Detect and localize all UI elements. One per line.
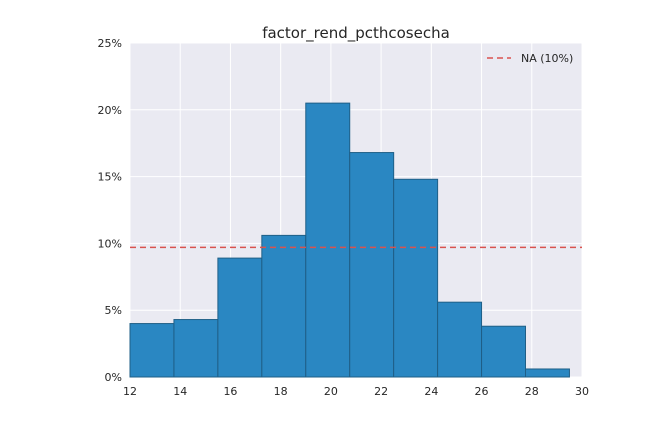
histogram-bar bbox=[482, 326, 526, 377]
y-axis-ticks: 0% 5% 10% 15% 20% 25% bbox=[98, 37, 122, 384]
x-tick-label: 26 bbox=[475, 385, 489, 398]
x-tick-label: 12 bbox=[123, 385, 137, 398]
histogram-bar bbox=[306, 103, 350, 377]
x-tick-label: 16 bbox=[223, 385, 237, 398]
y-tick-label: 10% bbox=[98, 237, 122, 250]
y-tick-label: 25% bbox=[98, 37, 122, 50]
histogram-bar bbox=[526, 369, 570, 377]
y-tick-label: 0% bbox=[105, 371, 122, 384]
chart-title: factor_rend_pcthcosecha bbox=[262, 24, 450, 43]
y-tick-label: 20% bbox=[98, 104, 122, 117]
x-tick-label: 30 bbox=[575, 385, 589, 398]
histogram-bar bbox=[130, 324, 174, 377]
legend-label: NA (10%) bbox=[521, 52, 573, 65]
x-tick-label: 18 bbox=[274, 385, 288, 398]
histogram-bar bbox=[394, 179, 438, 377]
histogram-bar bbox=[174, 320, 218, 377]
x-tick-label: 14 bbox=[173, 385, 187, 398]
x-tick-label: 22 bbox=[374, 385, 388, 398]
histogram-bar bbox=[262, 235, 306, 377]
y-tick-label: 5% bbox=[105, 304, 122, 317]
x-tick-label: 24 bbox=[424, 385, 438, 398]
x-axis-ticks: 12 14 16 18 20 22 24 26 28 30 bbox=[123, 385, 589, 398]
x-tick-label: 20 bbox=[324, 385, 338, 398]
x-tick-label: 28 bbox=[525, 385, 539, 398]
histogram-bar bbox=[350, 153, 394, 377]
histogram-bar bbox=[438, 302, 482, 377]
histogram-bar bbox=[218, 258, 262, 377]
y-tick-label: 15% bbox=[98, 171, 122, 184]
